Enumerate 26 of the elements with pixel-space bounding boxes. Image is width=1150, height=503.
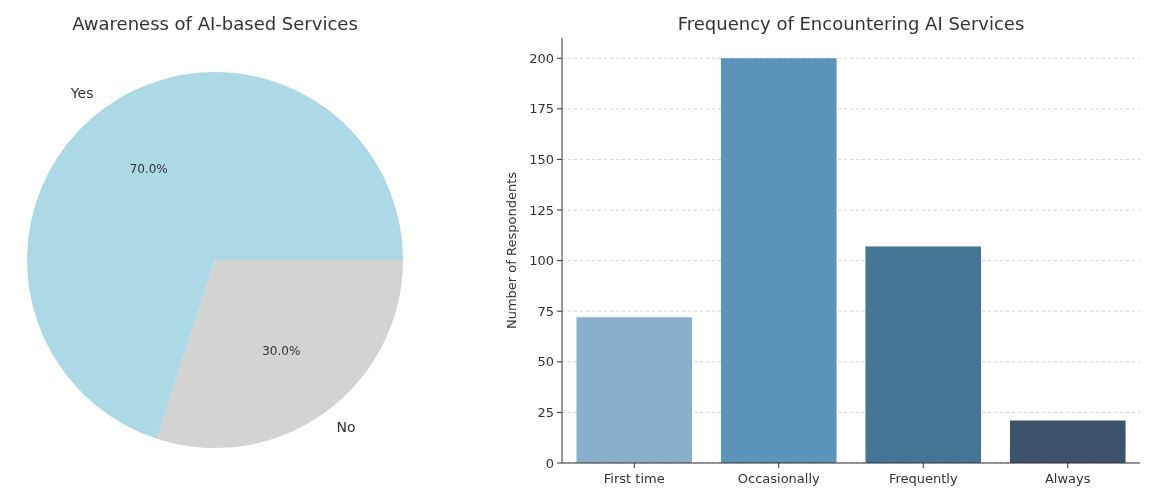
pie-slice [27,72,403,439]
x-tick-label: Always [1044,471,1091,486]
y-tick-label: 25 [537,404,554,420]
y-tick-label: 0 [545,455,554,471]
y-tick-label: 200 [529,50,554,66]
x-tick-label: Occasionally [737,471,821,486]
slice-label: No [336,419,356,436]
data-label: 30.0% [262,344,301,359]
y-tick-label: 100 [529,253,554,269]
pie-slice [156,260,403,448]
bar [576,317,693,463]
y-tick-label: 150 [529,151,554,167]
bar [1009,420,1126,463]
x-tick-label: First time [603,471,665,486]
bar [865,246,982,463]
data-label: 70.0% [129,161,168,176]
y-tick-label: 125 [529,202,554,218]
y-axis-title: Number of Respondents [504,171,519,330]
x-tick-label: Frequently [888,471,958,486]
slice-label: Yes [69,84,94,101]
chart-title: Awareness of AI-based Services [72,13,358,34]
bar [720,58,837,463]
chart-title: Frequency of Encountering AI Services [677,13,1025,34]
y-tick-label: 50 [537,354,554,370]
y-tick-label: 75 [537,303,554,319]
y-tick-label: 175 [529,101,554,117]
